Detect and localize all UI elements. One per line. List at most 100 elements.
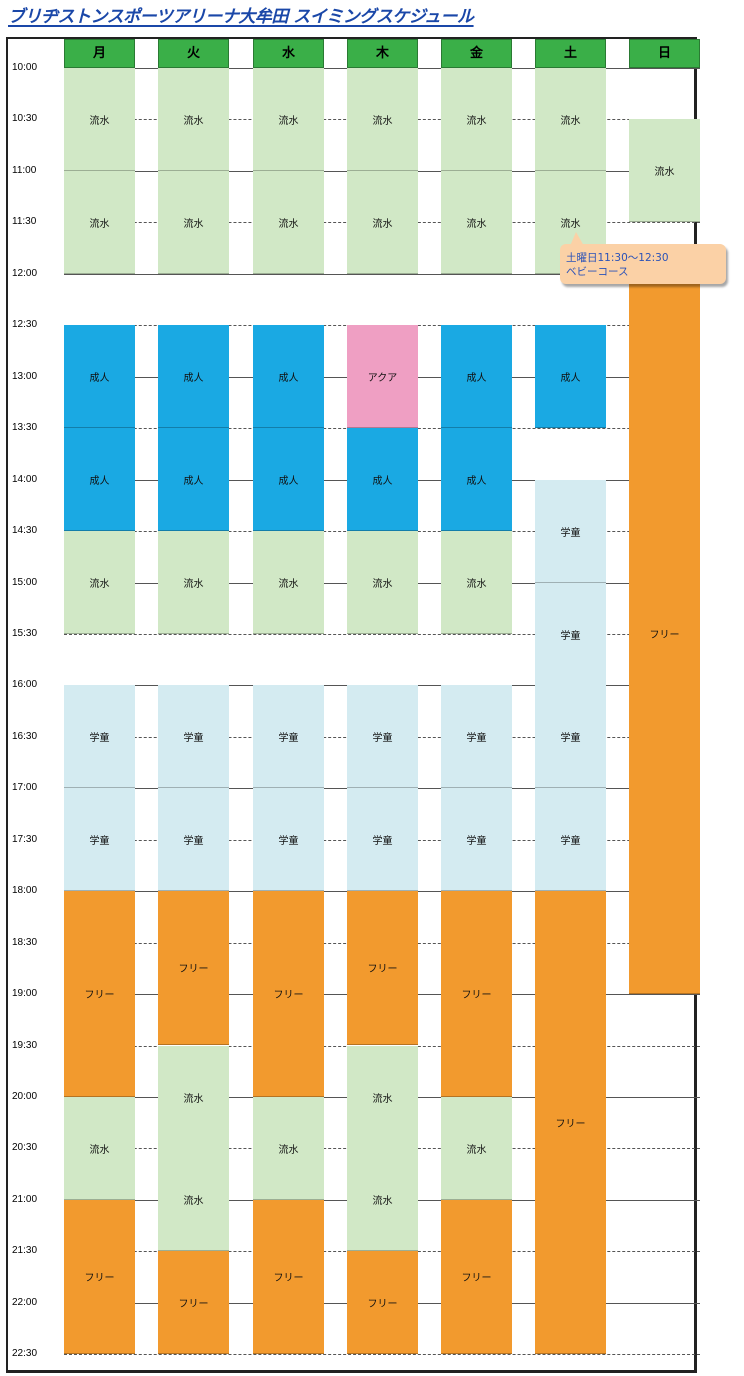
time-label: 16:30	[12, 730, 38, 742]
time-label: 10:30	[12, 113, 38, 125]
schedule-block: 流水	[441, 171, 512, 274]
time-label: 21:00	[12, 1193, 38, 1205]
schedule-block: 流水	[158, 1148, 229, 1251]
schedule-block: 学童	[253, 685, 324, 788]
time-label: 14:30	[12, 525, 38, 537]
schedule-block: 流水	[64, 1097, 135, 1200]
time-label: 17:00	[12, 782, 38, 794]
schedule-block: 流水	[64, 68, 135, 171]
callout-tail	[570, 232, 584, 246]
grid-line	[64, 634, 700, 635]
time-label: 12:30	[12, 319, 38, 331]
grid-line	[64, 274, 700, 275]
time-label: 10:00	[12, 62, 38, 73]
schedule-block: フリー	[253, 1200, 324, 1354]
schedule-block: 成人	[158, 325, 229, 428]
time-label: 17:30	[12, 833, 38, 845]
schedule-block: フリー	[158, 891, 229, 1045]
schedule-block: フリー	[64, 1200, 135, 1354]
time-label: 20:30	[12, 1142, 38, 1154]
schedule-block: 成人	[535, 325, 606, 428]
page-title: ブリヂストンスポーツアリーナ大牟田 スイミングスケジュール	[8, 7, 474, 27]
schedule-block: フリー	[441, 1200, 512, 1354]
schedule-block: 成人	[64, 325, 135, 428]
schedule-block: 流水	[253, 171, 324, 274]
schedule-block: 学童	[441, 685, 512, 788]
schedule-block: 流水	[441, 531, 512, 634]
schedule-block: 成人	[347, 428, 418, 531]
time-label: 18:00	[12, 885, 38, 897]
schedule-block: 流水	[441, 68, 512, 171]
time-label: 22:30	[12, 1348, 38, 1360]
day-header: 日	[629, 39, 700, 68]
baby-course-callout: 土曜日11:30〜12:30 ベビーコース	[560, 244, 726, 284]
schedule-block: 成人	[253, 325, 324, 428]
time-label: 15:00	[12, 576, 38, 588]
schedule-block: 学童	[347, 788, 418, 891]
time-label: 18:30	[12, 936, 38, 948]
grid-line	[64, 1354, 700, 1355]
schedule-block: フリー	[535, 891, 606, 1354]
time-label: 14:00	[12, 473, 38, 485]
time-label: 21:30	[12, 1245, 38, 1257]
schedule-block: 学童	[158, 788, 229, 891]
schedule-block: 学童	[158, 685, 229, 788]
schedule-block: アクア	[347, 325, 418, 428]
time-label: 11:30	[12, 216, 37, 228]
schedule-block: 流水	[535, 68, 606, 171]
time-label: 19:00	[12, 988, 38, 1000]
schedule-block: フリー	[347, 1251, 418, 1354]
schedule-block: 流水	[158, 68, 229, 171]
schedule-block: 成人	[441, 428, 512, 531]
schedule-block: 流水	[64, 171, 135, 274]
schedule-block: 学童	[347, 685, 418, 788]
schedule-block: フリー	[441, 891, 512, 1097]
schedule-block: フリー	[347, 891, 418, 1045]
schedule-block: 流水	[347, 171, 418, 274]
day-header: 土	[535, 39, 606, 68]
schedule-block: 流水	[347, 68, 418, 171]
time-label: 16:00	[12, 679, 38, 691]
schedule-block: 成人	[64, 428, 135, 531]
schedule-block: フリー	[253, 891, 324, 1097]
day-header: 金	[441, 39, 512, 68]
schedule-block: 学童	[64, 788, 135, 891]
schedule-block: 流水	[347, 1046, 418, 1149]
schedule-block: 学童	[441, 788, 512, 891]
schedule-block: 流水	[253, 68, 324, 171]
schedule-block: フリー	[629, 274, 700, 994]
schedule-block: 学童	[535, 788, 606, 891]
schedule-block: 流水	[347, 1148, 418, 1251]
schedule-block: 流水	[253, 531, 324, 634]
callout-line-1: 土曜日11:30〜12:30	[566, 252, 669, 264]
day-header: 火	[158, 39, 229, 68]
time-label: 11:00	[12, 164, 37, 176]
time-label: 12:00	[12, 267, 38, 279]
day-header: 月	[64, 39, 135, 68]
time-label: 13:30	[12, 422, 38, 434]
time-label: 13:00	[12, 370, 38, 382]
schedule-block: 流水	[64, 531, 135, 634]
day-header: 水	[253, 39, 324, 68]
schedule-block: 流水	[158, 531, 229, 634]
time-label: 19:30	[12, 1039, 38, 1051]
schedule-block: 流水	[158, 171, 229, 274]
schedule-block: 流水	[253, 1097, 324, 1200]
schedule-block: 学童	[535, 685, 606, 788]
time-label: 20:00	[12, 1091, 38, 1102]
schedule-block: 流水	[629, 119, 700, 222]
time-label: 15:30	[12, 627, 38, 639]
callout-line-2: ベビーコース	[566, 266, 629, 278]
schedule-block: 成人	[158, 428, 229, 531]
schedule-block: 学童	[253, 788, 324, 891]
schedule-block: 学童	[64, 685, 135, 788]
schedule-block: 流水	[441, 1097, 512, 1200]
time-label: 22:00	[12, 1296, 38, 1308]
schedule-block: 成人	[253, 428, 324, 531]
schedule-block: 学童	[535, 480, 606, 583]
schedule-block: 成人	[441, 325, 512, 428]
day-header: 木	[347, 39, 418, 68]
schedule-block: 流水	[347, 531, 418, 634]
schedule-block: フリー	[158, 1251, 229, 1354]
schedule-block: フリー	[64, 891, 135, 1097]
